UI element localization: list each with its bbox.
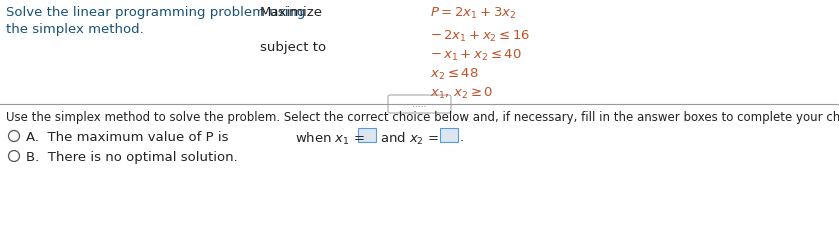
Text: .: . <box>460 131 464 144</box>
FancyBboxPatch shape <box>388 95 451 113</box>
Text: subject to: subject to <box>260 41 326 54</box>
Text: .....: ..... <box>412 100 426 109</box>
Text: Solve the linear programming problem using: Solve the linear programming problem usi… <box>6 6 305 19</box>
Text: $P = 2x_1 + 3x_2$: $P = 2x_1 + 3x_2$ <box>430 6 516 21</box>
Text: $-\,x_1 + x_2 \leq 40$: $-\,x_1 + x_2 \leq 40$ <box>430 48 522 63</box>
Text: A.  The maximum value of P is: A. The maximum value of P is <box>26 131 228 144</box>
Text: Use the simplex method to solve the problem. Select the correct choice below and: Use the simplex method to solve the prob… <box>6 111 839 124</box>
FancyBboxPatch shape <box>440 128 458 142</box>
Text: and $x_2$ =: and $x_2$ = <box>380 131 439 147</box>
Text: B.  There is no optimal solution.: B. There is no optimal solution. <box>26 151 237 164</box>
Text: $x_1,\, x_2 \geq 0$: $x_1,\, x_2 \geq 0$ <box>430 86 493 101</box>
Text: when $x_1$ =: when $x_1$ = <box>295 131 365 147</box>
Text: Maximize: Maximize <box>260 6 323 19</box>
FancyBboxPatch shape <box>358 128 376 142</box>
Text: the simplex method.: the simplex method. <box>6 23 143 36</box>
Text: $-\,2x_1 + x_2 \leq 16$: $-\,2x_1 + x_2 \leq 16$ <box>430 29 530 44</box>
Text: $x_2 \leq 48$: $x_2 \leq 48$ <box>430 67 478 82</box>
